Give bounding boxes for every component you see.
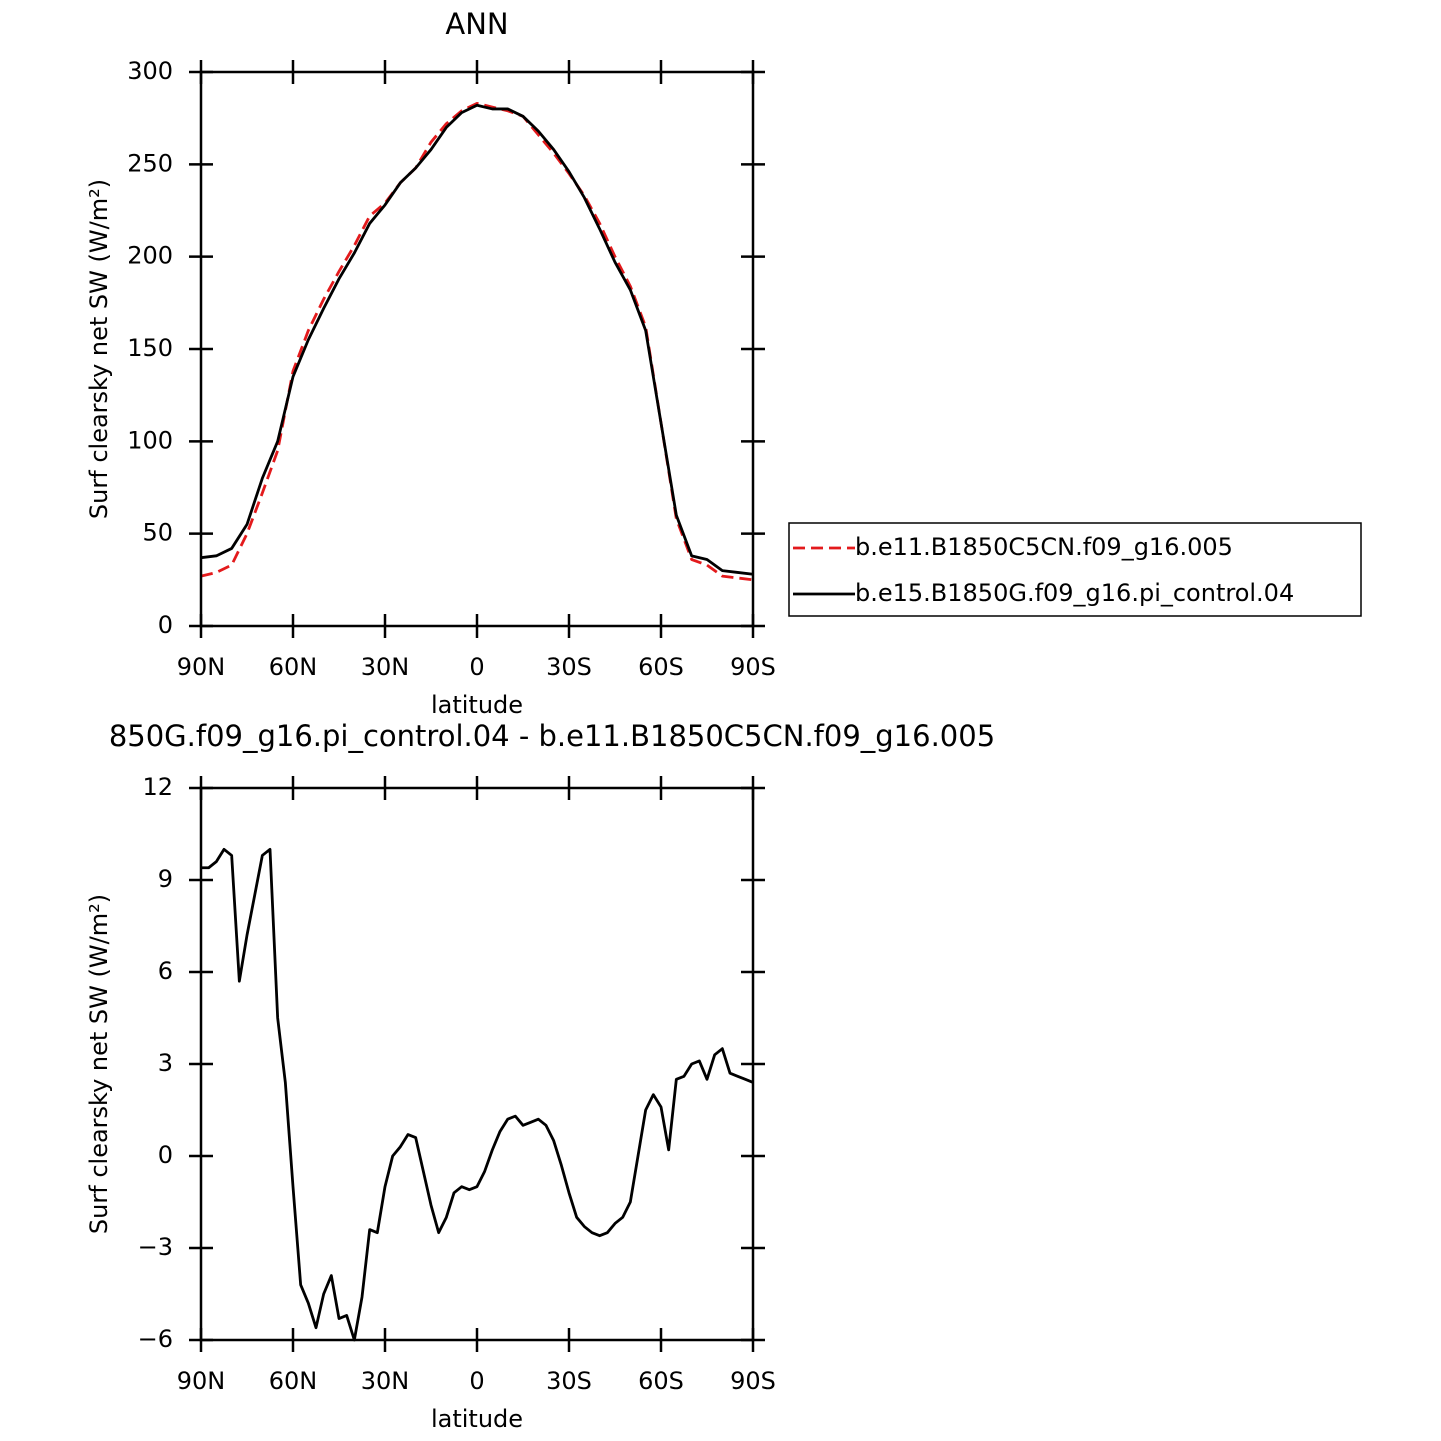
x-tick-label: 60S <box>638 1367 684 1395</box>
y-tick-label: 9 <box>158 865 173 893</box>
x-tick-label: 0 <box>469 653 484 681</box>
x-tick-label: 90S <box>730 653 776 681</box>
x-tick-label: 30N <box>361 1367 410 1395</box>
y-tick-label: 12 <box>142 773 173 801</box>
x-tick-label: 90N <box>177 653 226 681</box>
y-tick-label: 100 <box>127 426 173 454</box>
x-tick-label: 90S <box>730 1367 776 1395</box>
legend-box <box>788 522 1362 617</box>
x-tick-label: 30S <box>546 653 592 681</box>
x-tick-label: 30N <box>361 653 410 681</box>
plot-frame <box>199 786 755 1342</box>
y-tick-label: 50 <box>142 519 173 547</box>
chart-title: 850G.f09_g16.pi_control.04 - b.e11.B1850… <box>109 719 995 753</box>
x-tick-label: 0 <box>469 1367 484 1395</box>
y-tick-label: 150 <box>127 334 173 362</box>
y-tick-label: 250 <box>127 149 173 177</box>
data-line <box>201 847 754 1342</box>
y-axis-label: Surf clearsky net SW (W/m²) <box>85 179 113 519</box>
x-tick-label: 90N <box>177 1367 226 1395</box>
y-tick-label: −6 <box>138 1325 173 1353</box>
x-tick-label: 60N <box>269 653 318 681</box>
legend-label: b.e15.B1850G.f09_g16.pi_control.04 <box>855 579 1294 607</box>
plot-frame <box>199 70 755 628</box>
x-tick-label: 60N <box>269 1367 318 1395</box>
y-tick-label: 200 <box>127 242 173 270</box>
x-axis-label: latitude <box>431 691 523 719</box>
y-tick-label: 300 <box>127 57 173 85</box>
x-axis-label: latitude <box>431 1405 523 1433</box>
y-tick-label: −3 <box>138 1233 173 1261</box>
y-tick-label: 0 <box>158 1141 173 1169</box>
data-line <box>200 103 754 576</box>
y-tick-label: 0 <box>158 611 173 639</box>
y-axis-label: Surf clearsky net SW (W/m²) <box>85 894 113 1234</box>
y-tick-label: 3 <box>158 1049 173 1077</box>
chart-title: ANN <box>445 7 508 41</box>
data-line <box>200 101 754 582</box>
x-tick-label: 60S <box>638 653 684 681</box>
x-tick-label: 30S <box>546 1367 592 1395</box>
y-tick-label: 6 <box>158 957 173 985</box>
legend-label: b.e11.B1850C5CN.f09_g16.005 <box>855 533 1233 561</box>
